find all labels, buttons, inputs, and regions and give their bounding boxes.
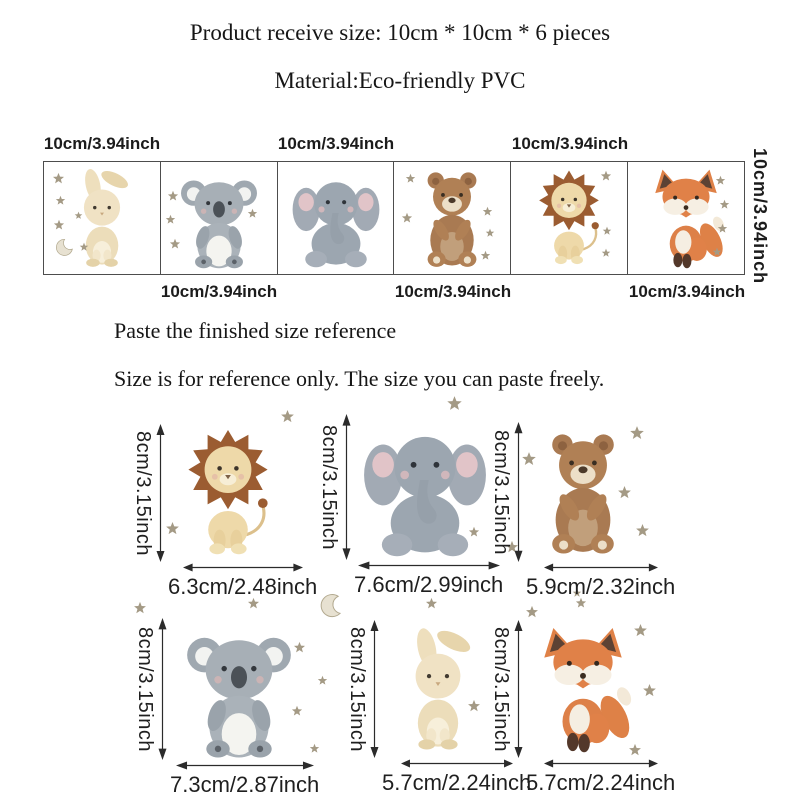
strip-top-size-label: 10cm/3.94inch bbox=[43, 134, 161, 153]
vertical-dimension-arrow bbox=[157, 618, 168, 760]
size-ref-block-rabbit: 8cm/3.15inch 5.7cm/2.24inch bbox=[346, 620, 531, 796]
vertical-dimension-arrow bbox=[155, 424, 166, 562]
sticker-box-rabbit bbox=[44, 162, 161, 274]
rabbit-icon bbox=[382, 620, 494, 758]
width-dimension-label: 5.9cm/2.32inch bbox=[526, 574, 676, 599]
size-ref-block-lion: 8cm/3.15inch 6.3cm/2.48inch bbox=[132, 424, 317, 600]
horizontal-dimension-arrow bbox=[544, 562, 658, 573]
width-dimension-label: 7.6cm/2.99inch bbox=[354, 572, 504, 597]
product-material-line: Material:Eco-friendly PVC bbox=[274, 68, 526, 93]
vertical-dimension-arrow bbox=[341, 414, 352, 560]
bear-icon bbox=[405, 166, 499, 270]
lion-icon bbox=[522, 166, 616, 270]
star-icon bbox=[425, 597, 438, 610]
height-dimension-label: 8cm/3.15inch bbox=[490, 429, 512, 555]
koala-icon bbox=[172, 166, 266, 270]
sticker-sheet-strip bbox=[43, 161, 745, 275]
strip-top-size-label: 10cm/3.94inch bbox=[511, 134, 629, 153]
width-dimension-label: 6.3cm/2.48inch bbox=[168, 574, 318, 599]
paste-reference-note: Paste the finished size reference bbox=[114, 318, 397, 343]
width-dimension-label: 5.7cm/2.24inch bbox=[382, 770, 532, 795]
sticker-box-koala bbox=[161, 162, 278, 274]
sticker-box-elephant bbox=[278, 162, 395, 274]
strip-bottom-size-label: 10cm/3.94inch bbox=[394, 282, 512, 301]
koala-icon bbox=[170, 618, 308, 760]
horizontal-dimension-arrow bbox=[358, 560, 500, 571]
sticker-box-fox bbox=[628, 162, 744, 274]
star-icon bbox=[280, 409, 295, 424]
horizontal-dimension-arrow bbox=[544, 758, 658, 769]
height-dimension-label: 8cm/3.15inch bbox=[318, 424, 340, 550]
size-ref-block-elephant: 8cm/3.15inch 7.6cm/2.99inch bbox=[318, 414, 503, 598]
strip-bottom-size-label: 10cm/3.94inch bbox=[628, 282, 746, 301]
width-dimension-label: 5.7cm/2.24inch bbox=[526, 770, 676, 795]
star-icon bbox=[133, 601, 147, 615]
elephant-icon bbox=[354, 414, 496, 560]
elephant-icon bbox=[289, 166, 383, 270]
star-icon bbox=[525, 605, 539, 619]
size-ref-block-koala: 8cm/3.15inch 7.3cm/2.87inch bbox=[134, 618, 319, 798]
sticker-box-lion bbox=[511, 162, 629, 274]
fox-icon bbox=[526, 620, 640, 758]
horizontal-dimension-arrow bbox=[183, 562, 303, 573]
rabbit-icon bbox=[55, 166, 149, 270]
product-size-title: Product receive size: 10cm * 10cm * 6 pi… bbox=[189, 20, 611, 45]
bear-icon bbox=[526, 422, 640, 562]
height-dimension-label: 8cm/3.15inch bbox=[134, 626, 156, 752]
horizontal-dimension-arrow bbox=[176, 760, 314, 771]
size-ref-block-fox: 8cm/3.15inch 5.7cm/2.24inch bbox=[490, 620, 675, 796]
lion-icon bbox=[168, 424, 288, 562]
strip-bottom-size-label: 10cm/3.94inch bbox=[160, 282, 278, 301]
vertical-dimension-arrow bbox=[513, 422, 524, 562]
fox-icon bbox=[639, 166, 733, 270]
strip-top-size-label: 10cm/3.94inch bbox=[277, 134, 395, 153]
height-dimension-label: 8cm/3.15inch bbox=[132, 430, 154, 556]
sticker-box-bear bbox=[394, 162, 512, 274]
size-reference-note: Size is for reference only. The size you… bbox=[114, 366, 605, 391]
width-dimension-label: 7.3cm/2.87inch bbox=[170, 772, 320, 797]
size-ref-block-bear: 8cm/3.15inch 5.9cm/2.32inch bbox=[490, 422, 675, 600]
vertical-dimension-arrow bbox=[513, 620, 524, 758]
vertical-dimension-arrow bbox=[369, 620, 380, 758]
height-dimension-label: 8cm/3.15inch bbox=[490, 626, 512, 752]
height-dimension-label: 8cm/3.15inch bbox=[346, 626, 368, 752]
strip-side-size-label: 10cm/3.94inch bbox=[750, 148, 770, 285]
star-icon bbox=[446, 395, 463, 412]
